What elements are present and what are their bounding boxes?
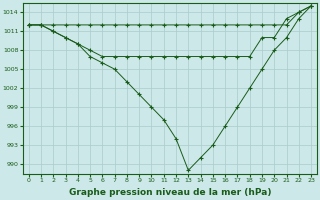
X-axis label: Graphe pression niveau de la mer (hPa): Graphe pression niveau de la mer (hPa) <box>69 188 271 197</box>
